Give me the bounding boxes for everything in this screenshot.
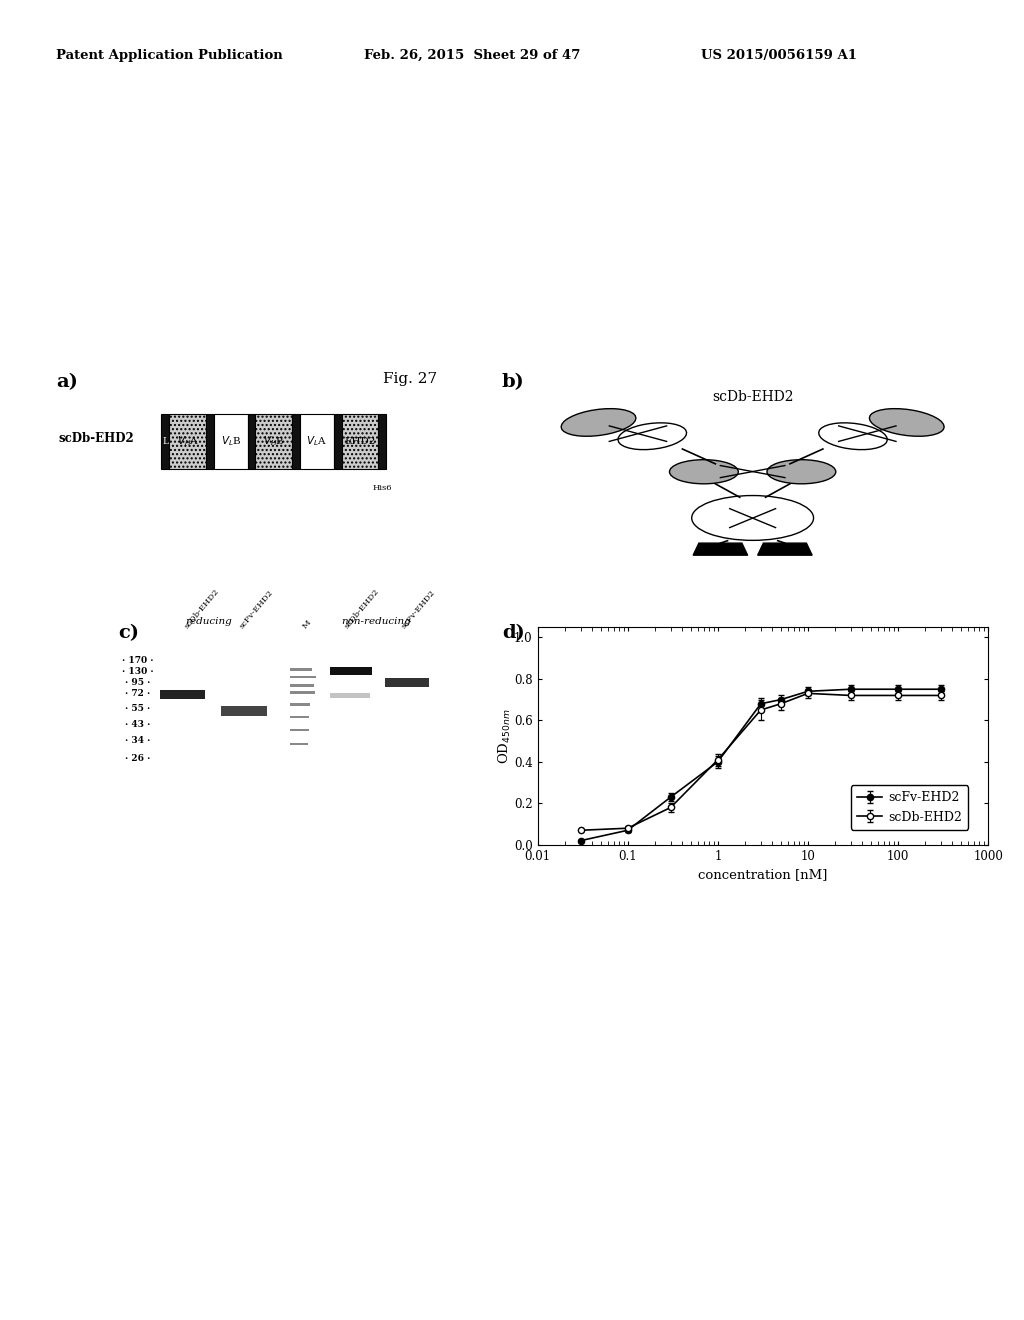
Text: scDb-EHD2: scDb-EHD2 — [712, 389, 794, 404]
Bar — [291, 704, 310, 706]
Text: Feb. 26, 2015  Sheet 29 of 47: Feb. 26, 2015 Sheet 29 of 47 — [364, 49, 580, 62]
X-axis label: concentration [nM]: concentration [nM] — [698, 869, 827, 882]
Bar — [291, 715, 309, 718]
Bar — [256, 414, 293, 469]
Ellipse shape — [819, 422, 887, 450]
Bar — [385, 677, 429, 686]
Legend: scFv-EHD2, scDb-EHD2: scFv-EHD2, scDb-EHD2 — [851, 785, 969, 830]
Polygon shape — [758, 543, 812, 556]
Ellipse shape — [767, 459, 836, 484]
Ellipse shape — [670, 459, 738, 484]
Ellipse shape — [618, 422, 686, 450]
Bar — [291, 684, 314, 686]
Text: scDb-EHD2: scDb-EHD2 — [343, 587, 381, 631]
Text: non-reducing: non-reducing — [341, 618, 411, 627]
Text: reducing: reducing — [185, 618, 232, 627]
Y-axis label: OD$_{450nm}$: OD$_{450nm}$ — [497, 708, 513, 764]
Text: d): d) — [502, 624, 524, 643]
Text: · 170 ·: · 170 · — [122, 656, 154, 664]
Text: Fig. 27: Fig. 27 — [383, 372, 436, 387]
Bar — [160, 690, 205, 700]
Text: scDb-EHD2: scDb-EHD2 — [183, 587, 221, 631]
Text: · 72 ·: · 72 · — [125, 689, 151, 698]
Text: EHD2: EHD2 — [344, 437, 376, 446]
Text: scDb-EHD2: scDb-EHD2 — [59, 433, 134, 445]
Bar — [291, 668, 312, 671]
Text: L: L — [163, 437, 168, 446]
Text: $V_H$B: $V_H$B — [263, 434, 285, 449]
Text: $V_H$A: $V_H$A — [177, 434, 199, 449]
Text: · 130 ·: · 130 · — [122, 667, 154, 676]
Text: a): a) — [56, 374, 78, 392]
Polygon shape — [693, 543, 748, 556]
Bar — [291, 692, 315, 694]
Bar — [300, 414, 334, 469]
Text: Patent Application Publication: Patent Application Publication — [56, 49, 283, 62]
Bar — [331, 693, 371, 698]
Bar — [206, 414, 213, 469]
Text: c): c) — [118, 624, 139, 643]
Text: His6: His6 — [372, 484, 392, 492]
Ellipse shape — [692, 495, 814, 540]
Text: scFv-EHD2: scFv-EHD2 — [399, 589, 436, 631]
Bar — [331, 667, 373, 676]
Ellipse shape — [869, 409, 944, 437]
Bar — [248, 414, 256, 469]
Bar — [293, 414, 300, 469]
Bar — [291, 729, 308, 731]
Text: M: M — [301, 619, 313, 631]
Text: · 95 ·: · 95 · — [125, 678, 151, 688]
Text: · 43 ·: · 43 · — [125, 719, 151, 729]
Text: $V_L$B: $V_L$B — [221, 434, 241, 449]
Bar — [291, 743, 308, 744]
Bar — [170, 414, 207, 469]
Text: $V_L$A: $V_L$A — [306, 434, 328, 449]
Text: scFv-EHD2: scFv-EHD2 — [238, 589, 274, 631]
Bar — [291, 676, 315, 678]
Bar — [213, 414, 248, 469]
Bar — [221, 706, 267, 717]
Text: b): b) — [502, 374, 524, 392]
Bar — [162, 414, 170, 469]
Bar — [334, 414, 342, 469]
Text: US 2015/0056159 A1: US 2015/0056159 A1 — [701, 49, 857, 62]
Bar — [379, 414, 385, 469]
Text: · 26 ·: · 26 · — [125, 754, 151, 763]
Bar — [341, 414, 378, 469]
Text: · 55 ·: · 55 · — [125, 704, 151, 713]
Ellipse shape — [561, 409, 636, 437]
Text: · 34 ·: · 34 · — [125, 737, 151, 746]
